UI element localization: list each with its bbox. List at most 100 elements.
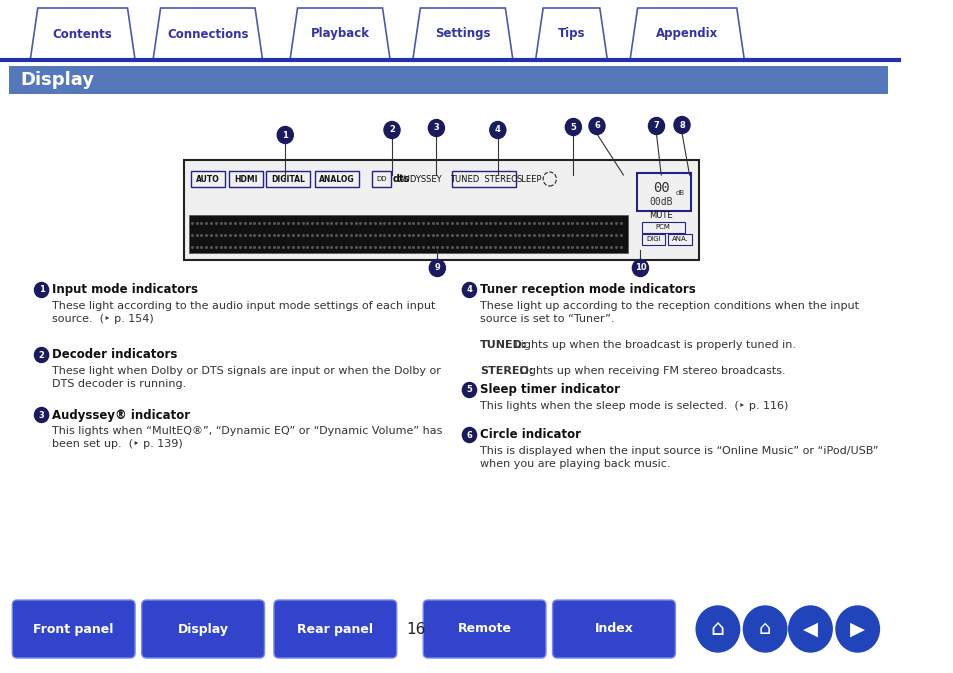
FancyBboxPatch shape [142, 600, 264, 658]
Text: DD: DD [376, 176, 387, 182]
Text: AUTO: AUTO [195, 174, 219, 184]
Text: ⌂: ⌂ [710, 619, 724, 639]
Circle shape [428, 120, 444, 137]
Text: source.  (‣ p. 154): source. (‣ p. 154) [51, 314, 153, 324]
Text: Appendix: Appendix [656, 28, 718, 40]
Circle shape [632, 260, 648, 277]
FancyBboxPatch shape [552, 600, 675, 658]
Text: Lights up when the broadcast is properly tuned in.: Lights up when the broadcast is properly… [510, 340, 795, 350]
Text: source is set to “Tuner”.: source is set to “Tuner”. [479, 314, 614, 324]
Circle shape [742, 606, 786, 652]
Text: These light according to the audio input mode settings of each input: These light according to the audio input… [51, 301, 435, 311]
Text: 4: 4 [495, 125, 500, 135]
Text: 00dB: 00dB [649, 197, 672, 207]
Circle shape [429, 260, 445, 277]
Text: ⌂: ⌂ [759, 620, 771, 639]
Text: 8: 8 [679, 120, 684, 129]
Circle shape [34, 347, 49, 363]
Text: ANA.: ANA. [671, 236, 688, 242]
Polygon shape [413, 8, 513, 60]
Text: 10: 10 [634, 264, 645, 273]
Circle shape [34, 283, 49, 297]
Text: SLEEP: SLEEP [516, 174, 541, 184]
Polygon shape [290, 8, 390, 60]
Text: Front panel: Front panel [33, 623, 113, 635]
Text: ANALOG: ANALOG [319, 174, 355, 184]
Text: 4: 4 [466, 285, 472, 295]
Text: dts: dts [393, 174, 410, 184]
FancyBboxPatch shape [189, 215, 627, 253]
Text: Settings: Settings [435, 28, 490, 40]
Text: 5: 5 [466, 386, 472, 394]
Text: Contents: Contents [52, 28, 112, 40]
FancyBboxPatch shape [274, 600, 396, 658]
Text: Input mode indicators: Input mode indicators [51, 283, 197, 297]
Circle shape [673, 116, 689, 133]
Circle shape [588, 118, 604, 135]
Polygon shape [629, 8, 743, 60]
Text: 9: 9 [434, 264, 439, 273]
Text: ◀: ◀ [802, 620, 817, 639]
Text: These light up according to the reception conditions when the input: These light up according to the receptio… [479, 301, 858, 311]
Text: 2: 2 [389, 125, 395, 135]
Text: These light when Dolby or DTS signals are input or when the Dolby or: These light when Dolby or DTS signals ar… [51, 366, 440, 376]
Circle shape [788, 606, 831, 652]
Text: when you are playing back music.: when you are playing back music. [479, 459, 670, 469]
Text: Tips: Tips [558, 28, 584, 40]
Text: Remote: Remote [457, 623, 511, 635]
Polygon shape [30, 8, 135, 60]
Text: TUNED:: TUNED: [479, 340, 527, 350]
Text: Rear panel: Rear panel [297, 623, 373, 635]
Text: Audyssey® indicator: Audyssey® indicator [51, 409, 190, 421]
Text: STEREO:: STEREO: [479, 366, 533, 376]
Text: AUDYSSEY: AUDYSSEY [398, 174, 441, 184]
FancyBboxPatch shape [12, 600, 135, 658]
Text: Tuner reception mode indicators: Tuner reception mode indicators [479, 283, 695, 297]
Circle shape [489, 122, 505, 139]
Text: DIGITAL: DIGITAL [271, 174, 305, 184]
Text: 2: 2 [38, 351, 45, 359]
Text: Display: Display [21, 71, 94, 89]
Circle shape [34, 407, 49, 423]
Circle shape [696, 606, 739, 652]
Text: TUNED  STEREO: TUNED STEREO [449, 174, 517, 184]
Polygon shape [152, 8, 262, 60]
Text: Lights up when receiving FM stereo broadcasts.: Lights up when receiving FM stereo broad… [516, 366, 784, 376]
Circle shape [462, 427, 476, 443]
Text: This lights when the sleep mode is selected.  (‣ p. 116): This lights when the sleep mode is selec… [479, 401, 787, 411]
Circle shape [835, 606, 879, 652]
Text: 6: 6 [594, 122, 599, 131]
Circle shape [462, 382, 476, 398]
Circle shape [648, 118, 664, 135]
Text: HDMI: HDMI [233, 174, 257, 184]
Text: dB: dB [675, 190, 684, 196]
Text: 7: 7 [653, 122, 659, 131]
Text: This lights when “MultEQ®”, “Dynamic EQ” or “Dynamic Volume” has: This lights when “MultEQ®”, “Dynamic EQ”… [51, 426, 442, 436]
Text: PCM: PCM [655, 224, 670, 230]
Text: been set up.  (‣ p. 139): been set up. (‣ p. 139) [51, 439, 183, 449]
Circle shape [383, 122, 399, 139]
Circle shape [565, 118, 580, 135]
Text: Connections: Connections [167, 28, 249, 40]
FancyBboxPatch shape [184, 160, 699, 260]
Text: 1: 1 [38, 285, 45, 295]
Text: 00: 00 [652, 181, 669, 195]
Circle shape [277, 127, 293, 143]
Text: Decoder indicators: Decoder indicators [51, 349, 177, 361]
Text: MUTE: MUTE [649, 211, 672, 219]
Text: This is displayed when the input source is “Online Music” or “iPod/USB”: This is displayed when the input source … [479, 446, 878, 456]
Text: 3: 3 [433, 124, 438, 133]
Text: ▶: ▶ [849, 620, 864, 639]
Polygon shape [535, 8, 607, 60]
Text: Sleep timer indicator: Sleep timer indicator [479, 384, 619, 396]
Circle shape [462, 283, 476, 297]
Text: Circle indicator: Circle indicator [479, 429, 580, 441]
Text: DIGI: DIGI [646, 236, 660, 242]
Text: 1: 1 [282, 131, 288, 139]
FancyBboxPatch shape [10, 66, 887, 94]
Text: Index: Index [594, 623, 633, 635]
Text: 6: 6 [466, 431, 472, 439]
Text: 16: 16 [406, 621, 425, 637]
Text: 3: 3 [39, 411, 45, 419]
Text: Playback: Playback [311, 28, 369, 40]
